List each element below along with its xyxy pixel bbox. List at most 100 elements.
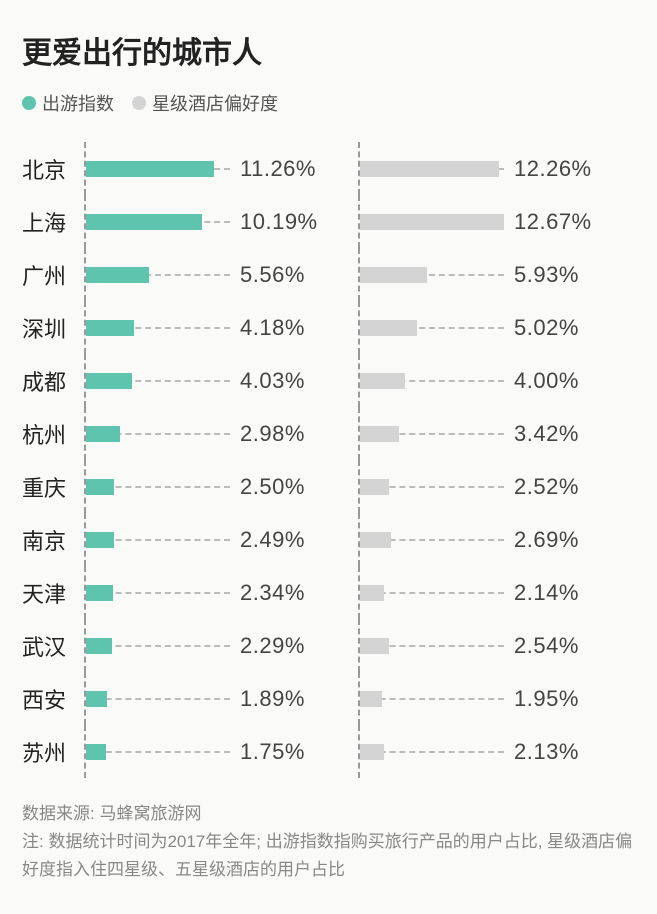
footer: 数据来源: 马蜂窝旅游网 注: 数据统计时间为2017年全年; 出游指数指购买旅… [22, 800, 635, 884]
bar-group-hotel: 1.95% [358, 672, 632, 725]
value-label: 12.67% [514, 209, 592, 235]
bar-group-travel: 2.98% [84, 407, 358, 460]
city-label: 南京 [22, 524, 84, 556]
chart-row: 广州 5.56% 5.93% [22, 248, 635, 301]
bar-track [86, 214, 230, 230]
bar-group-travel: 4.18% [84, 301, 358, 354]
bar [86, 373, 132, 389]
bar-track [86, 744, 230, 760]
bar-track [360, 479, 504, 495]
value-label: 2.14% [514, 580, 579, 606]
city-label: 杭州 [22, 418, 84, 450]
bar-group-hotel: 2.54% [358, 619, 632, 672]
bar-track [86, 638, 230, 654]
dash-line [86, 751, 230, 753]
bar-group-travel: 2.49% [84, 513, 358, 566]
value-label: 1.75% [240, 739, 305, 765]
bar-track [360, 638, 504, 654]
bar-group-hotel: 2.14% [358, 566, 632, 619]
value-label: 2.34% [240, 580, 305, 606]
chart-row: 北京11.26%12.26% [22, 142, 635, 195]
value-label: 1.95% [514, 686, 579, 712]
bar-track [360, 214, 504, 230]
bar [360, 638, 389, 654]
bar-group-travel: 1.75% [84, 725, 358, 778]
value-label: 11.26% [240, 156, 316, 182]
value-label: 2.54% [514, 633, 579, 659]
bar-track [86, 479, 230, 495]
bar [86, 638, 112, 654]
chart-row: 西安1.89% 1.95% [22, 672, 635, 725]
city-label: 武汉 [22, 630, 84, 662]
value-label: 5.02% [514, 315, 579, 341]
bar-group-hotel: 12.67% [358, 195, 632, 248]
bar [360, 691, 382, 707]
legend-item-2: 星级酒店偏好度 [132, 90, 278, 116]
bar-group-hotel: 2.69% [358, 513, 632, 566]
city-label: 重庆 [22, 471, 84, 503]
bar [360, 267, 427, 283]
city-label: 天津 [22, 577, 84, 609]
bar-track [86, 426, 230, 442]
bar-track [86, 532, 230, 548]
value-label: 12.26% [514, 156, 592, 182]
bar [360, 161, 499, 177]
bar [86, 161, 214, 177]
bar [86, 744, 106, 760]
bar-track [360, 161, 504, 177]
bar [360, 214, 504, 230]
bar-track [360, 267, 504, 283]
bar [360, 532, 391, 548]
bar-group-hotel: 12.26% [358, 142, 632, 195]
value-label: 3.42% [514, 421, 579, 447]
bar-group-hotel: 3.42% [358, 407, 632, 460]
value-label: 2.29% [240, 633, 305, 659]
chart-row: 上海 10.19% 12.67% [22, 195, 635, 248]
source-text: 数据来源: 马蜂窝旅游网 [22, 800, 635, 828]
bar [86, 320, 134, 336]
value-label: 5.56% [240, 262, 305, 288]
chart-row: 深圳4.18%5.02% [22, 301, 635, 354]
bar-group-travel: 11.26% [84, 142, 358, 195]
bar [360, 320, 417, 336]
bar-group-travel: 1.89% [84, 672, 358, 725]
value-label: 5.93% [514, 262, 579, 288]
city-label: 上海 [22, 206, 84, 238]
bar [86, 267, 149, 283]
value-label: 4.00% [514, 368, 579, 394]
value-label: 10.19% [240, 209, 318, 235]
value-label: 4.18% [240, 315, 305, 341]
chart-row: 苏州 1.75% 2.13% [22, 725, 635, 778]
bar-track [86, 320, 230, 336]
bar [360, 744, 384, 760]
bar [360, 373, 405, 389]
bar-group-hotel: 2.13% [358, 725, 632, 778]
bar-track [360, 691, 504, 707]
chart-row: 成都4.03%4.00% [22, 354, 635, 407]
legend-label-1: 出游指数 [42, 90, 114, 116]
bar [86, 532, 114, 548]
bar-track [360, 320, 504, 336]
bar [360, 585, 384, 601]
city-label: 西安 [22, 683, 84, 715]
bar-track [360, 585, 504, 601]
bar-group-hotel: 4.00% [358, 354, 632, 407]
legend-item-1: 出游指数 [22, 90, 114, 116]
dash-line [86, 698, 230, 700]
legend-dot-1 [22, 96, 36, 110]
bar-track [360, 426, 504, 442]
chart-row: 重庆2.50% 2.52% [22, 460, 635, 513]
city-label: 成都 [22, 365, 84, 397]
bar-group-hotel: 2.52% [358, 460, 632, 513]
bar-group-travel: 2.50% [84, 460, 358, 513]
bar [86, 426, 120, 442]
page-title: 更爱出行的城市人 [22, 28, 635, 72]
legend: 出游指数 星级酒店偏好度 [22, 90, 635, 116]
value-label: 2.52% [514, 474, 579, 500]
city-label: 广州 [22, 259, 84, 291]
bar-track [86, 691, 230, 707]
city-label: 苏州 [22, 736, 84, 768]
bar-chart: 北京11.26%12.26%上海10.19%12.67%广州5.56%5.93%… [22, 142, 635, 778]
bar [86, 585, 113, 601]
value-label: 2.49% [240, 527, 305, 553]
